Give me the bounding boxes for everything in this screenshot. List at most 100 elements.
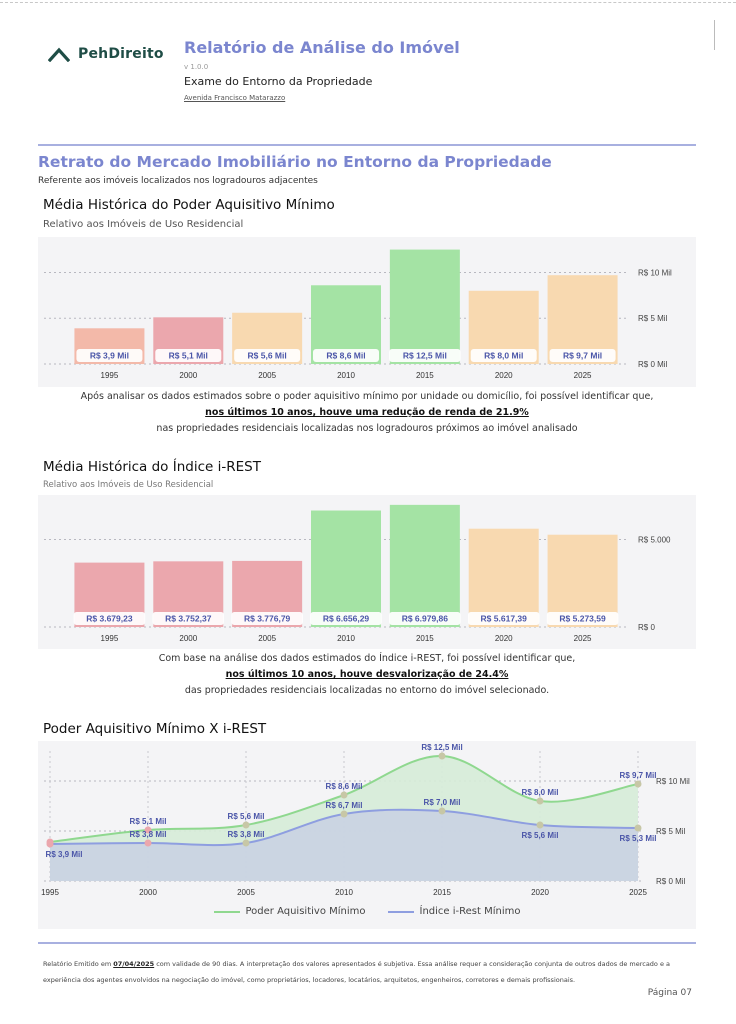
data-label: R$ 3.776,79 — [244, 614, 291, 624]
data-label-bg — [234, 349, 301, 362]
chart1-subtitle: Relativo aos Imóveis de Uso Residencial — [43, 219, 244, 230]
legend-item-poder-aquisitivo[interactable]: Poder Aquisitivo Mínimo — [213, 906, 366, 917]
report-header: Relatório de Análise do Imóvel v 1.0.0 E… — [184, 38, 460, 102]
x-tick-label: 2025 — [574, 371, 592, 380]
chart1-note-line1: Após analisar os dados estimados sobre o… — [80, 391, 654, 402]
chart1-note-line3: nas propriedades residenciais localizada… — [156, 423, 578, 434]
right-edge-rule — [714, 20, 715, 50]
data-label: R$ 5,6 Mil — [228, 812, 265, 821]
legend-swatch-green — [213, 910, 240, 913]
data-point — [340, 791, 348, 799]
section-title: Retrato do Mercado Imobiliário no Entorn… — [38, 153, 552, 171]
data-label: R$ 5,6 Mil — [522, 831, 559, 840]
chart1-title: Média Histórica do Poder Aquisitivo Míni… — [43, 197, 335, 213]
data-label-bg — [76, 349, 143, 362]
data-label-bg — [389, 612, 461, 625]
data-point — [438, 752, 446, 760]
data-point — [340, 810, 348, 818]
chart2-note-highlight: nos últimos 10 anos, houve desvalorizaçã… — [225, 669, 509, 680]
data-label: R$ 5,3 Mil — [620, 834, 657, 843]
x-tick-label: 2005 — [237, 888, 255, 897]
data-label: R$ 8,0 Mil — [484, 351, 523, 361]
issue-date: 07/04/2025 — [113, 960, 155, 968]
x-tick-label: 2000 — [139, 888, 157, 897]
footer-disclaimer: Relatório Emitido em 07/04/2025 com vali… — [43, 956, 695, 988]
bar — [311, 510, 381, 627]
x-tick-label: 2025 — [574, 634, 592, 643]
bar — [389, 504, 460, 627]
data-label-bg — [152, 612, 225, 625]
legend-item-irest[interactable]: Índice i-Rest Mínimo — [387, 906, 520, 917]
y-tick-label: R$ 10 Mil — [656, 777, 690, 786]
data-label-bg — [155, 349, 222, 362]
data-label: R$ 5,1 Mil — [130, 817, 167, 826]
x-tick-label: 2005 — [258, 634, 276, 643]
brand-name: PehDireito — [78, 46, 164, 62]
series-area — [50, 809, 638, 881]
chart2-area: R$ 0 R$ 5.000 R$ 3.679,23 1995 R$ 3.752,37 20… — [38, 495, 696, 649]
chart2-title: Média Histórica do Índice i-REST — [43, 459, 261, 475]
data-label: R$ 5,1 Mil — [169, 351, 208, 361]
chart3-area: R$ 0 Mil R$ 5 Mil R$ 10 Mil 1995 2000 2005 201… — [38, 741, 696, 929]
bar — [547, 534, 618, 627]
footer-text-a: Relatório Emitido em — [43, 960, 114, 968]
chart1-area: R$ 0 Mil R$ 5 Mil R$ 10 Mil R$ 3,9 Mil 1995 R… — [38, 237, 696, 387]
data-point — [242, 821, 250, 829]
x-tick-label: 2015 — [416, 371, 434, 380]
data-label: R$ 8,6 Mil — [326, 351, 365, 361]
chart2-note: Com base na análise dos dados estimados … — [38, 651, 696, 699]
data-label: R$ 7,0 Mil — [424, 798, 461, 807]
bar — [389, 249, 460, 364]
y-tick-label: R$ 5.000 — [638, 536, 671, 545]
y-tick-label: R$ 0 Mil — [638, 360, 668, 369]
data-label-bg — [467, 612, 540, 625]
x-tick-label: 2025 — [629, 888, 647, 897]
data-label: R$ 3.679,23 — [86, 614, 133, 624]
report-version: v 1.0.0 — [184, 63, 209, 71]
data-label-bg — [73, 612, 146, 625]
legend-label: Poder Aquisitivo Mínimo — [245, 906, 366, 917]
x-tick-label: 1995 — [101, 371, 119, 380]
x-tick-label: 2010 — [337, 371, 355, 380]
data-point — [144, 839, 152, 847]
top-dashed-border — [0, 2, 736, 3]
data-point — [634, 780, 642, 788]
data-label: R$ 3.752,37 — [165, 614, 212, 624]
chart2-subtitle: Relativo aos Imóveis de Uso Residencial — [43, 480, 214, 490]
data-label: R$ 3,9 Mil — [90, 351, 129, 361]
data-label: R$ 6.979,86 — [402, 614, 449, 624]
x-tick-label: 1995 — [41, 888, 59, 897]
x-tick-label: 2015 — [416, 634, 434, 643]
data-label: R$ 12,5 Mil — [403, 351, 447, 361]
data-point — [438, 807, 446, 815]
data-label-bg — [549, 349, 616, 362]
data-point — [144, 826, 152, 834]
data-label: R$ 5,6 Mil — [248, 351, 287, 361]
data-label: R$ 3,8 Mil — [130, 830, 167, 839]
report-title: Relatório de Análise do Imóvel — [184, 38, 460, 57]
data-label: R$ 6.656,29 — [323, 614, 370, 624]
property-address: Avenida Francisco Matarazzo — [184, 94, 286, 102]
data-label-bg — [231, 612, 303, 625]
data-point — [536, 797, 544, 805]
data-label: R$ 3,8 Mil — [228, 830, 265, 839]
chart2-note-line1: Com base na análise dos dados estimados … — [158, 653, 576, 664]
data-point — [242, 839, 250, 847]
x-tick-label: 2000 — [179, 371, 197, 380]
header-divider — [38, 144, 696, 146]
page-number: Página 07 — [647, 988, 692, 998]
chart2-note-line3: das propriedades residenciais localizada… — [184, 685, 550, 696]
x-tick-label: 2005 — [258, 371, 276, 380]
legend-swatch-blue — [387, 910, 414, 913]
report-subtitle: Exame do Entorno da Propriedade — [184, 75, 373, 88]
x-tick-label: 2020 — [531, 888, 549, 897]
data-label-bg — [389, 349, 461, 362]
y-tick-label: R$ 5 Mil — [656, 827, 686, 836]
x-tick-label: 2020 — [495, 371, 513, 380]
chart3-legend: Poder Aquisitivo Mínimo Índice i-Rest Mí… — [38, 906, 696, 917]
data-point — [46, 840, 54, 848]
y-tick-label: R$ 0 — [638, 623, 655, 632]
chart1-svg: R$ 0 Mil R$ 5 Mil R$ 10 Mil R$ 3,9 Mil 1995 R… — [44, 249, 672, 380]
footer-text-b: com validade de 90 dias. A interpretação… — [43, 960, 671, 984]
data-label-bg — [546, 612, 619, 625]
